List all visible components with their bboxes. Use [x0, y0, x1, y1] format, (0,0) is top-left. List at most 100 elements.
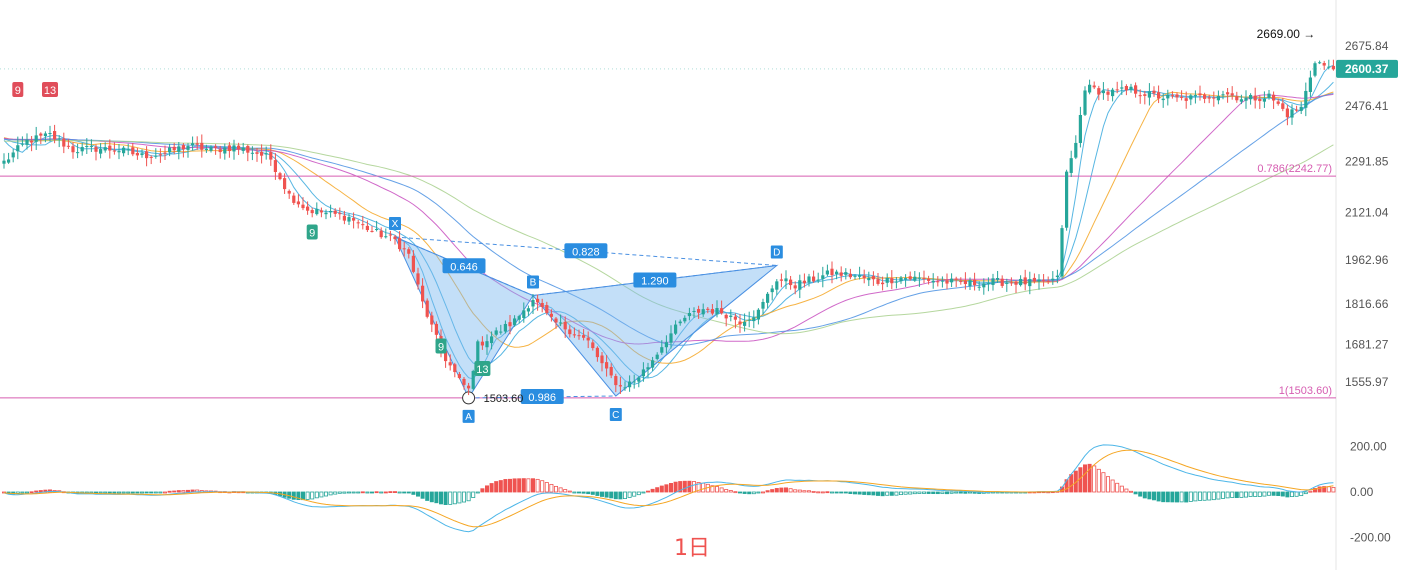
- price-tick-label: 2291.85: [1345, 154, 1389, 168]
- macd-histogram-bar: [577, 491, 582, 494]
- macd-histogram-bar: [443, 491, 448, 505]
- macd-histogram-bar: [1326, 486, 1331, 493]
- candle-body: [549, 313, 553, 317]
- price-tick-label: 1816.66: [1345, 297, 1389, 311]
- macd-histogram-bar: [1087, 463, 1092, 493]
- macd-histogram-bar: [94, 491, 99, 494]
- macd-histogram-bar: [613, 491, 618, 500]
- candle-body: [1069, 158, 1073, 173]
- macd-histogram-bar: [738, 491, 743, 494]
- candle-body: [480, 341, 484, 346]
- macd-histogram-bar: [333, 491, 338, 495]
- candle-body: [1327, 66, 1331, 68]
- candle-body: [223, 147, 227, 154]
- macd-histogram-bar: [581, 491, 586, 494]
- candle-body: [761, 301, 765, 309]
- macd-histogram-bar: [167, 490, 172, 493]
- macd-histogram-bar: [853, 491, 858, 495]
- macd-line: [3, 444, 1334, 533]
- candle-body: [1143, 94, 1147, 96]
- candle-body: [503, 323, 507, 332]
- price-axis[interactable]: 2675.84 2476.41 2291.85 2121.04 1962.96 1816.…: [1336, 39, 1398, 389]
- price-tick-label: 2675.84: [1345, 39, 1389, 53]
- macd-histogram-bar: [374, 491, 379, 494]
- candle-body: [416, 273, 420, 285]
- macd-histogram-bar: [894, 491, 899, 496]
- macd-histogram-bar: [1271, 491, 1276, 496]
- candle-body: [250, 152, 254, 154]
- macd-histogram-bar: [586, 491, 591, 495]
- candle-body: [977, 286, 981, 288]
- candle-body: [370, 230, 374, 232]
- macd-histogram-bar: [724, 489, 729, 493]
- candle-body: [241, 147, 245, 151]
- candle-body: [1037, 279, 1041, 282]
- macd-histogram-bar: [715, 486, 720, 493]
- candle-body: [618, 385, 622, 387]
- candle-body: [641, 369, 645, 377]
- candle-body: [16, 145, 20, 152]
- candle-body: [453, 364, 457, 373]
- candle-body: [752, 317, 756, 322]
- candle-body: [628, 381, 632, 388]
- candle-body: [844, 272, 848, 275]
- candle-body: [57, 138, 61, 140]
- candle-body: [991, 278, 995, 285]
- candle-body: [586, 337, 590, 341]
- macd-histogram-bar: [402, 491, 407, 494]
- macd-histogram-bar: [1290, 491, 1295, 498]
- candle-body: [30, 140, 34, 143]
- candle-body: [954, 278, 958, 280]
- candle-body: [2, 160, 6, 164]
- candle-body: [1203, 94, 1207, 99]
- candle-body: [237, 145, 241, 150]
- candle-body: [1111, 89, 1115, 97]
- candle-body: [122, 147, 126, 154]
- candle-body: [347, 217, 351, 222]
- count-marker-badge: [42, 82, 58, 97]
- candle-body: [637, 377, 641, 382]
- macd-histogram-bar: [779, 487, 784, 493]
- macd-histogram-bar: [305, 491, 310, 500]
- candle-body: [816, 279, 820, 281]
- pattern-point-badge: [527, 275, 539, 289]
- macd-histogram-bar: [1096, 468, 1101, 493]
- pattern-point-label: C: [612, 410, 619, 421]
- candle-body: [430, 315, 434, 325]
- candle-body: [25, 139, 29, 145]
- candle-body: [793, 285, 797, 289]
- macd-histogram-bar: [310, 491, 315, 500]
- candle-body: [747, 319, 751, 321]
- candle-body: [319, 210, 323, 213]
- macd-histogram-bar: [1184, 491, 1189, 503]
- candle-body: [904, 278, 908, 280]
- candle-body: [600, 355, 604, 364]
- macd-histogram-bar: [926, 491, 931, 494]
- candle-body: [1000, 278, 1004, 286]
- candle-body: [421, 285, 425, 302]
- macd-panel: 200.00 0.00 -200.00: [2, 440, 1391, 544]
- candle-body: [715, 307, 719, 315]
- pattern-point-label: D: [773, 248, 780, 259]
- macd-histogram-bar: [1170, 491, 1175, 503]
- macd-histogram-bar: [521, 478, 526, 493]
- candle-body: [651, 360, 655, 368]
- candle-body: [973, 279, 977, 286]
- macd-histogram-bar: [770, 489, 775, 493]
- macd-histogram-bar: [627, 491, 632, 498]
- candle-body: [674, 324, 678, 334]
- macd-histogram-bar: [604, 491, 609, 498]
- candle-body: [1244, 97, 1248, 101]
- macd-histogram-bar: [130, 491, 135, 494]
- candle-body: [563, 321, 567, 330]
- macd-histogram-bar: [931, 491, 936, 495]
- candle-body: [195, 143, 199, 145]
- macd-histogram-bar: [494, 481, 499, 493]
- macd-histogram-bar: [1124, 488, 1129, 493]
- candle-body: [1295, 109, 1299, 111]
- macd-histogram-bar: [558, 487, 563, 493]
- candle-body: [324, 212, 328, 215]
- candle-body: [375, 228, 379, 230]
- candle-body: [462, 378, 466, 385]
